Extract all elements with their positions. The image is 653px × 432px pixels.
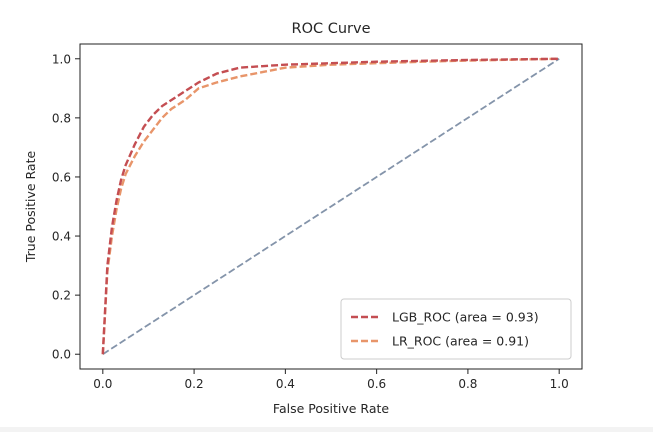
x-axis-title: False Positive Rate xyxy=(273,401,389,416)
chance-diagonal-line xyxy=(102,58,560,355)
y-tick-label: 0.2 xyxy=(52,289,71,303)
x-tick-label: 0.2 xyxy=(185,377,204,391)
x-tick-label: 0.6 xyxy=(367,377,386,391)
axes: 0.0 0.2 0.4 0.6 0.8 1.0 0.0 0.2 0.4 0.6 0.8 1.0 xyxy=(52,43,583,391)
y-axis-title: True Positive Rate xyxy=(23,151,38,264)
series-line-2 xyxy=(101,57,560,355)
plot-area xyxy=(101,57,560,355)
chart-title: ROC Curve xyxy=(292,21,371,37)
x-tick-label: 0.4 xyxy=(276,377,295,391)
legend: LGB_ROC (area = 0.93) LR_ROC (area = 0.91… xyxy=(340,298,572,360)
legend-label: LGB_ROC (area = 0.93) xyxy=(392,310,539,325)
x-tick-label: 0.0 xyxy=(93,377,112,391)
plot-frame xyxy=(79,43,583,370)
x-tick-label: 0.8 xyxy=(458,377,477,391)
y-tick-label: 0.6 xyxy=(52,170,71,184)
series-line-1 xyxy=(101,57,560,355)
legend-label: LR_ROC (area = 0.91) xyxy=(392,334,529,349)
y-tick-label: 0.8 xyxy=(52,111,71,125)
y-tick-label: 0.0 xyxy=(52,348,71,362)
y-tick-label: 0.4 xyxy=(52,230,71,244)
x-tick-label: 1.0 xyxy=(550,377,569,391)
legend-box xyxy=(340,298,572,360)
y-tick-label: 1.0 xyxy=(52,52,71,66)
bottom-strip xyxy=(0,427,653,432)
